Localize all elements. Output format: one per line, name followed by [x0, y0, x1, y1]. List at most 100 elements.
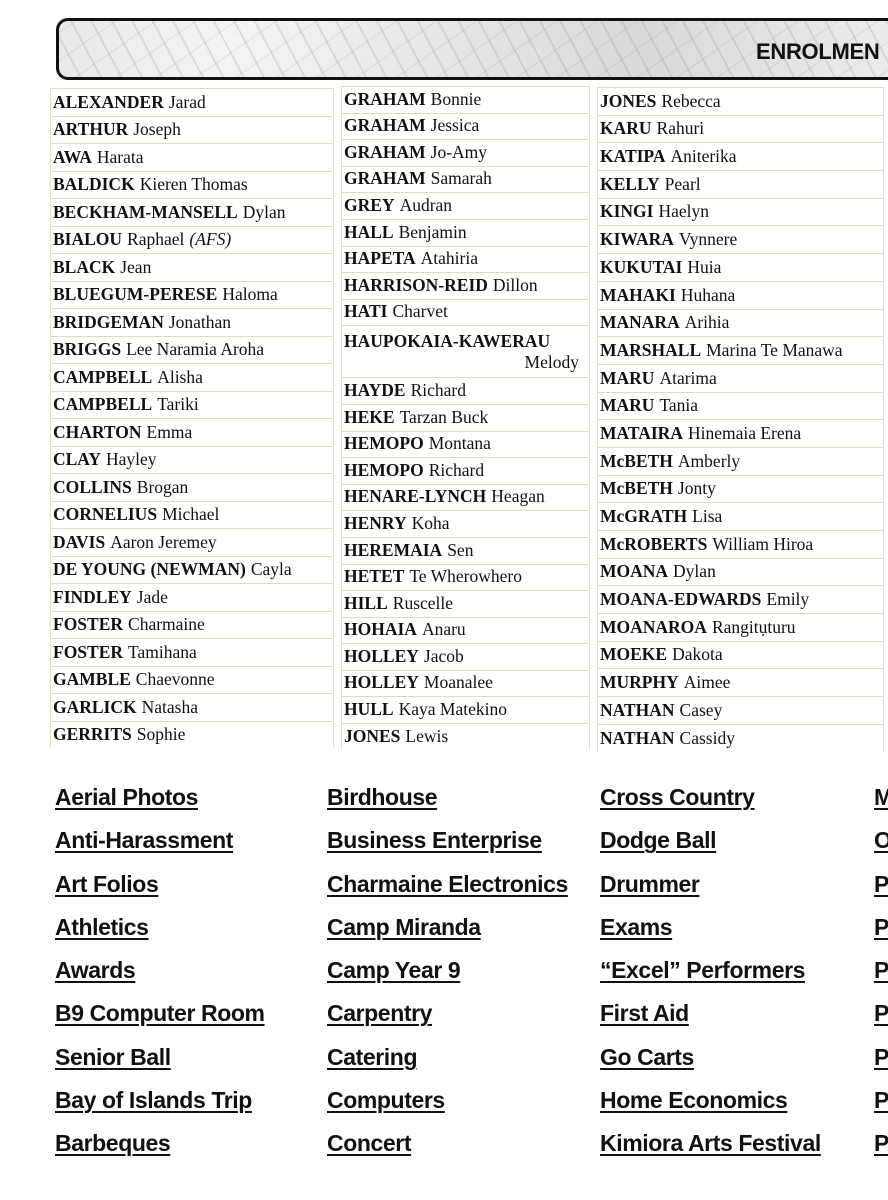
- topic-link[interactable]: B9 Computer Room: [55, 1000, 265, 1027]
- topic-link[interactable]: Senior Ball: [55, 1043, 171, 1070]
- surname: GERRITS: [53, 724, 132, 744]
- student-row: MOANA-EDWARDS Emily: [598, 585, 883, 613]
- given-name: Bonnie: [430, 88, 482, 109]
- student-row: HEMOPO Montana: [342, 430, 589, 458]
- given-name: Jonty: [677, 478, 716, 499]
- topic-link[interactable]: P: [874, 870, 888, 897]
- given-name: Lewis: [405, 725, 449, 746]
- student-row: FOSTER Tamihana: [51, 638, 333, 666]
- surname: MARU: [600, 367, 655, 388]
- student-row: GARLICK Natasha: [51, 693, 333, 721]
- topic-link[interactable]: Art Folios: [55, 870, 159, 897]
- surname: BLUEGUM-PERESE: [53, 284, 218, 304]
- surname: FOSTER: [53, 614, 124, 634]
- student-row: BLUEGUM-PERESE Haloma: [51, 280, 333, 309]
- student-row: McBETH Amberly: [598, 446, 883, 475]
- topic-link[interactable]: Computers: [327, 1087, 445, 1114]
- topic-link[interactable]: Cross Country: [600, 784, 755, 810]
- topic-link[interactable]: Go Carts: [600, 1043, 694, 1070]
- given-name: Joseph: [133, 119, 181, 139]
- topic-link[interactable]: Kimiora Arts Festival: [600, 1130, 821, 1157]
- topic-link[interactable]: Barbeques: [55, 1130, 171, 1157]
- topic-link[interactable]: Camp Miranda: [327, 913, 481, 940]
- topic-link[interactable]: Anti-Harassment: [55, 827, 234, 854]
- student-row: GAMBLE Chaevonne: [51, 665, 333, 694]
- topic-link[interactable]: Aerial Photos: [55, 784, 199, 810]
- topic-link[interactable]: Birdhouse: [327, 784, 438, 810]
- surname: FOSTER: [53, 641, 124, 662]
- topic-link[interactable]: P: [874, 1130, 888, 1157]
- surname: BIALOU: [53, 229, 123, 249]
- surname: McGRATH: [600, 506, 688, 526]
- topic-link[interactable]: Concert: [327, 1130, 412, 1157]
- topic-link[interactable]: Charmaine Electronics: [327, 870, 568, 897]
- surname: HOLLEY: [344, 672, 419, 693]
- student-row: BRIDGEMAN Jonathan: [51, 308, 333, 336]
- student-row: CHARTON Emma: [51, 418, 333, 446]
- student-row: HOLLEY Jacob: [342, 643, 589, 670]
- surname: GRAHAM: [344, 141, 426, 162]
- student-row: DAVIS Aaron Jeremey: [51, 528, 333, 556]
- student-row: MARU Atarima: [598, 363, 883, 392]
- given-name: Cassidy: [679, 727, 735, 748]
- student-row: JONES Rebecca: [598, 87, 883, 115]
- surname: GREY: [344, 194, 395, 215]
- student-row: KARU Rahuri: [598, 114, 883, 143]
- topic-link[interactable]: Business Enterprise: [327, 827, 542, 854]
- given-name: Natasha: [141, 696, 198, 717]
- surname: GARLICK: [53, 696, 137, 717]
- topic-links-column-1: Aerial Photos Anti-Harassment Art Folios At…: [55, 784, 265, 1174]
- given-name: Raphael: [127, 229, 185, 249]
- given-name: Alisha: [157, 366, 203, 387]
- given-name: Rebecca: [661, 90, 721, 111]
- topic-link[interactable]: “Excel” Performers: [600, 957, 806, 984]
- student-row: BLACK Jean: [51, 253, 333, 281]
- given-name: Lee Naramia Aroha: [126, 339, 265, 359]
- student-row: HETET Te Wherowhero: [342, 563, 589, 591]
- surname: HENRY: [344, 512, 407, 533]
- given-name: Hayley: [105, 449, 157, 469]
- topic-link[interactable]: O: [874, 827, 888, 854]
- student-row: CORNELIUS Michael: [51, 500, 333, 529]
- given-name: Dylan: [242, 201, 286, 222]
- surname: AWA: [53, 146, 92, 167]
- student-row: NATHAN Cassidy: [598, 723, 883, 752]
- given-name: Kaya Matekino: [398, 699, 507, 720]
- surname: HAUPOKAIA-KAWERAU: [344, 330, 551, 351]
- topic-link[interactable]: Home Economics: [600, 1087, 788, 1114]
- given-name: Haloma: [222, 284, 278, 304]
- topic-link[interactable]: P: [874, 1043, 888, 1070]
- topic-link[interactable]: First Aid: [600, 1000, 689, 1027]
- surname: GRAHAM: [344, 88, 426, 109]
- surname: KINGI: [600, 201, 654, 222]
- surname: MOANA: [600, 561, 669, 582]
- topic-link[interactable]: Athletics: [55, 913, 149, 940]
- given-name: Moanalee: [423, 672, 493, 693]
- topic-link[interactable]: Exams: [600, 913, 673, 940]
- given-name: Atahiria: [420, 248, 478, 269]
- surname: HEMOPO: [344, 459, 424, 480]
- topic-link[interactable]: Awards: [55, 957, 136, 984]
- given-name: Sophie: [136, 724, 186, 744]
- topic-link[interactable]: Carpentry: [327, 1000, 433, 1027]
- topic-link[interactable]: Drummer: [600, 870, 700, 897]
- surname: FINDLEY: [53, 586, 132, 607]
- surname: GAMBLE: [53, 669, 131, 689]
- topic-link[interactable]: P: [874, 913, 888, 940]
- student-row: HOHAIA Anaru: [342, 616, 589, 644]
- topic-link[interactable]: Dodge Ball: [600, 827, 717, 854]
- topic-link[interactable]: M: [874, 784, 888, 810]
- given-name: Casey: [679, 699, 723, 720]
- surname: DE YOUNG (NEWMAN): [53, 559, 246, 579]
- topic-link[interactable]: Camp Year 9: [327, 957, 461, 984]
- given-name: Aimee: [683, 672, 731, 693]
- given-name: Richard: [428, 459, 485, 480]
- topic-link[interactable]: P: [874, 957, 888, 984]
- topic-link[interactable]: Catering: [327, 1043, 418, 1070]
- given-name: Dylan: [673, 561, 716, 582]
- student-row: HULL Kaya Matekino: [342, 696, 589, 723]
- topic-link[interactable]: P: [874, 1087, 888, 1114]
- topic-link[interactable]: Bay of Islands Trip: [55, 1087, 252, 1114]
- given-name: Tarzan Buck: [399, 406, 489, 427]
- topic-link[interactable]: P: [874, 1000, 888, 1027]
